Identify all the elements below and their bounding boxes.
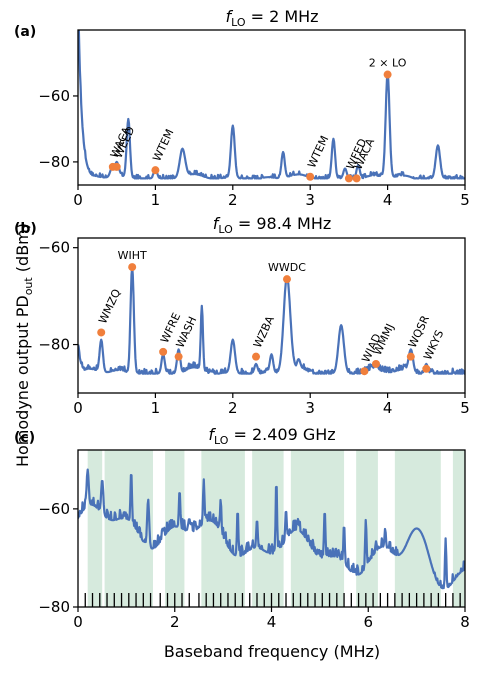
x-tick-label: 2: [228, 399, 238, 417]
station-marker: [352, 174, 361, 183]
y-tick-label: −60: [38, 500, 70, 518]
y-axis-label: Homodyne output PDout (dBm): [13, 223, 35, 467]
band-8: [452, 450, 465, 607]
panel-label-c: (c): [14, 430, 35, 446]
station-marker: [112, 162, 121, 171]
y-tick-label: −80: [38, 153, 70, 171]
x-tick-label: 3: [305, 191, 315, 209]
panel-label-b: (b): [14, 221, 37, 237]
station-marker: [371, 359, 380, 368]
station-label: 2 × LO: [369, 57, 407, 70]
station-marker: [422, 364, 431, 373]
y-tick-label: −60: [38, 239, 70, 257]
station-marker: [306, 172, 315, 181]
spectrum-line: [78, 468, 465, 590]
station-label: WIHT: [118, 249, 147, 262]
x-tick-label: 5: [460, 399, 470, 417]
spectrum-line: [78, 266, 465, 375]
spectrum-line: [78, 30, 465, 180]
panel-label-a: (a): [14, 24, 36, 40]
band-2: [165, 450, 185, 607]
x-tick-label: 0: [73, 191, 83, 209]
station-label: WTEM: [305, 134, 331, 170]
station-marker: [406, 352, 415, 361]
station-marker: [174, 352, 183, 361]
x-tick-label: 1: [151, 399, 161, 417]
y-tick-label: −80: [38, 336, 70, 354]
panel-title-c: fLO = 2.409 GHz: [208, 425, 335, 447]
station-marker: [344, 174, 353, 183]
station-label: WZBA: [251, 314, 277, 350]
x-tick-label: 4: [383, 399, 393, 417]
band-5: [290, 450, 345, 607]
station-marker: [159, 347, 168, 356]
x-tick-label: 8: [460, 613, 470, 631]
station-label: WTEM: [150, 127, 176, 163]
y-tick-label: −80: [38, 598, 70, 616]
x-tick-label: 2: [170, 613, 180, 631]
x-tick-label: 4: [267, 613, 277, 631]
panel-b: (b) fLO = 98.4 MHz 0 1 2 3 4 5 −80 −60 WMZQ WIHT W…: [14, 214, 470, 417]
x-tick-label: 2: [228, 191, 238, 209]
station-marker: [360, 367, 369, 376]
x-tick-label: 0: [73, 613, 83, 631]
station-label: WMZQ: [96, 287, 123, 326]
x-tick-label: 3: [305, 399, 315, 417]
x-axis-label: Baseband frequency (MHz): [164, 642, 380, 661]
band-0: [87, 450, 103, 607]
station-marker: [282, 275, 291, 284]
band-1: [104, 450, 153, 607]
station-marker: [128, 263, 137, 272]
x-tick-label: 5: [460, 191, 470, 209]
x-tick-label: 6: [363, 613, 373, 631]
station-marker: [383, 70, 392, 79]
station-marker: [151, 166, 160, 175]
panel-title-b: fLO = 98.4 MHz: [213, 214, 332, 236]
panel-title-a: fLO = 2 MHz: [225, 7, 318, 29]
x-tick-label: 0: [73, 399, 83, 417]
station-marker: [252, 352, 261, 361]
plot-frame: [77, 29, 466, 186]
plot-frame: [77, 237, 466, 394]
x-tick-label: 4: [383, 191, 393, 209]
station-label: WWDC: [268, 261, 306, 274]
panel-c: (c) fLO = 2.409 GHz 0 2 4 6 8 −80 −60: [14, 425, 470, 631]
station-marker: [97, 328, 106, 337]
x-tick-label: 1: [151, 191, 161, 209]
y-tick-label: −60: [38, 87, 70, 105]
